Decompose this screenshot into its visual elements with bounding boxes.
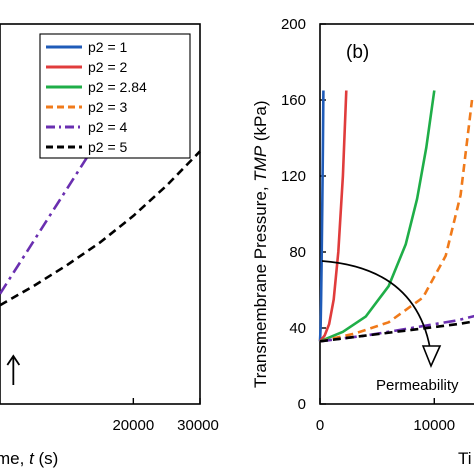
panel-b-x-tick-label: 10000 xyxy=(413,417,455,434)
panel-a-arrow-head xyxy=(6,354,21,366)
panel-b-label: (b) xyxy=(346,42,369,63)
panel-b-series-p2-2-84 xyxy=(319,90,436,343)
panel-b-y-ticks: 0 40 80 120 160 200 xyxy=(281,16,326,413)
panel-b: 0 40 80 120 160 200 0 10000 (b) Transmembrane … xyxy=(251,16,474,468)
panel-b-x-tick-label: 0 xyxy=(316,417,324,434)
y-label-italic: TMP xyxy=(251,145,270,182)
panel-b-series-p2-4 xyxy=(319,314,474,343)
legend-label-p2-1: p2 = 1 xyxy=(88,39,128,55)
panel-a-x-tick-label: 30000 xyxy=(177,417,219,434)
legend-label-p2-2-84: p2 = 2.84 xyxy=(88,79,147,95)
panel-b-y-tick-label: 40 xyxy=(289,320,306,337)
panel-a: 20000 30000 me, t (s) p2 = 1 p2 = 2 p2 = 2.… xyxy=(0,23,219,468)
permeability-arrow xyxy=(321,260,431,349)
legend-label-p2-4: p2 = 4 xyxy=(88,119,128,135)
legend: p2 = 1 p2 = 2 p2 = 2.84 p2 = 3 p2 = 4 p2 = 5 xyxy=(39,33,191,159)
panel-b-series-p2-1 xyxy=(318,90,325,342)
panel-b-series-p2-5 xyxy=(319,320,474,343)
legend-label-p2-5: p2 = 5 xyxy=(88,139,128,155)
legend-label-p2-3: p2 = 3 xyxy=(88,99,128,115)
panel-b-y-tick-label: 80 xyxy=(289,244,306,261)
panel-a-frame xyxy=(0,23,201,405)
panel-b-frame xyxy=(319,23,474,405)
panel-b-y-tick-label: 0 xyxy=(298,396,306,413)
panel-a-x-ticks: 20000 30000 xyxy=(112,398,219,434)
panel-b-x-axis-label: Ti xyxy=(458,449,472,468)
permeability-arrow-head xyxy=(421,345,442,369)
panel-b-y-axis-label: Transmembrane Pressure, TMP (kPa) xyxy=(251,100,270,388)
y-label-prefix: Transmembrane Pressure, xyxy=(251,182,270,388)
panel-a-x-tick-label: 20000 xyxy=(112,417,154,434)
panel-b-series-p2-2 xyxy=(318,90,348,343)
panel-a-series-p2-5 xyxy=(0,150,201,307)
y-label-suffix: (kPa) xyxy=(251,100,270,145)
panel-b-series xyxy=(318,90,474,343)
panel-a-x-axis-label: me, t (s) xyxy=(0,449,58,468)
panel-b-series-p2-3 xyxy=(319,99,474,343)
panel-b-y-tick-label: 160 xyxy=(281,92,306,109)
panel-b-x-ticks: 0 10000 xyxy=(316,398,455,434)
panel-b-y-tick-label: 120 xyxy=(281,168,306,185)
panel-b-y-tick-label: 200 xyxy=(281,16,306,33)
legend-label-p2-2: p2 = 2 xyxy=(88,59,128,75)
legend-box xyxy=(39,33,191,159)
panel-a-up-arrow xyxy=(6,354,21,385)
permeability-label: Permeability xyxy=(376,377,459,394)
